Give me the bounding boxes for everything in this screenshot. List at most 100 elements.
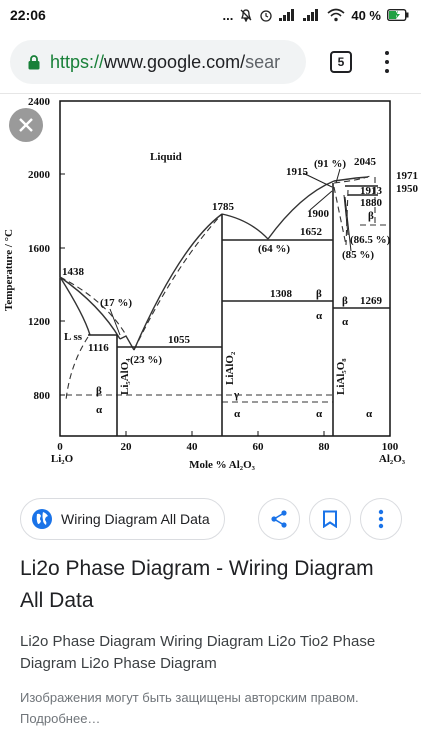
url-scheme: https:// (50, 51, 105, 72)
label-alpha4: α (342, 316, 349, 328)
bookmark-icon (323, 510, 337, 528)
x-tick-60: 60 (253, 441, 265, 453)
status-bar: 22:06 ... 40 % (0, 0, 421, 30)
url-text[interactable]: https://www.google.com/sear (50, 52, 280, 73)
dashed-right2 (345, 189, 349, 246)
tick-marks (60, 173, 325, 436)
y-tick-2400: 2400 (28, 96, 51, 108)
x-axis-title: Mole % Al₂O₃ (189, 459, 256, 471)
label-85pct: (85 %) (342, 249, 374, 261)
x-tick-20: 20 (121, 441, 133, 453)
battery-percent: 40 % (351, 7, 381, 23)
alarm-icon (260, 10, 273, 22)
label-1055: 1055 (168, 334, 191, 346)
y-tick-2000: 2000 (28, 169, 51, 181)
liquidus-right1 (221, 213, 269, 240)
label-1308: 1308 (270, 288, 293, 300)
label-1269: 1269 (360, 295, 383, 307)
tab-switcher-button[interactable]: 5 (330, 51, 352, 73)
share-button[interactable] (258, 498, 300, 540)
phase-curves (59, 176, 369, 351)
label-91pct: (91 %) (314, 158, 346, 170)
label-alpha1: α (316, 310, 323, 322)
label-86-5pct: (86.5 %) (350, 234, 391, 246)
label-1438: 1438 (62, 266, 85, 278)
y-tick-800: 800 (34, 390, 51, 402)
browser-toolbar: https://www.google.com/sear 5 (0, 30, 421, 94)
label-gamma: γ (233, 389, 239, 401)
y-tick-1600: 1600 (28, 243, 51, 255)
pointer-lines (109, 168, 352, 336)
label-2045: 2045 (354, 156, 377, 168)
lock-icon (28, 54, 40, 69)
save-bookmark-button[interactable] (309, 498, 351, 540)
x-tick-0: 0 (57, 441, 63, 453)
label-23pct: (23 %) (130, 354, 162, 366)
label-alpha3: α (96, 404, 103, 416)
signal-icon-2 (303, 9, 319, 21)
x-tick-40: 40 (187, 441, 199, 453)
phase-lines (88, 183, 390, 436)
close-preview-button[interactable] (9, 108, 43, 142)
dashed-curves (59, 175, 390, 403)
result-title[interactable]: Li2o Phase Diagram - Wiring Diagram All … (20, 557, 374, 612)
status-time: 22:06 (10, 7, 46, 23)
liquidus-right2 (267, 180, 335, 240)
url-host: www.google.com/ (104, 51, 246, 72)
x-end-left: Li₂O (51, 453, 74, 465)
signal-icon (279, 9, 295, 21)
x-tick-100: 100 (382, 441, 399, 453)
notification-dots: ... (222, 7, 234, 23)
browser-menu-button[interactable] (380, 48, 394, 76)
label-1913: 1913 (360, 185, 383, 197)
label-64pct: (64 %) (258, 243, 290, 255)
copyright-notice[interactable]: Изображения могут быть защищены авторски… (20, 690, 359, 726)
source-site-chip[interactable]: Wiring Diagram All Data (20, 498, 225, 540)
label-liquid: Liquid (150, 151, 182, 163)
image-preview[interactable]: 2400 2000 1600 1200 800 Temperature / °C… (0, 95, 421, 480)
more-options-button[interactable] (360, 498, 402, 540)
globe-icon (32, 509, 52, 529)
label-beta1: β (316, 288, 322, 300)
label-1900: 1900 (307, 208, 330, 220)
result-description: Li2o Phase Diagram Wiring Diagram Li2o T… (20, 633, 376, 672)
share-icon (271, 510, 287, 528)
liquidus-li5 (119, 335, 135, 351)
label-1785: 1785 (212, 201, 235, 213)
label-1116: 1116 (88, 342, 109, 354)
label-1971: 1971 (396, 170, 418, 182)
label-beta2: β (96, 385, 102, 397)
close-icon (19, 118, 33, 132)
label-beta3: β (368, 210, 374, 222)
x-tick-80: 80 (319, 441, 331, 453)
label-alpha5: α (316, 408, 323, 420)
more-vert-icon (378, 509, 384, 529)
solidus-left (59, 276, 91, 336)
label-alpha2: α (234, 408, 241, 420)
label-17pct: (17 %) (100, 297, 132, 309)
source-site-name: Wiring Diagram All Data (61, 511, 210, 527)
liquidus-left (59, 276, 121, 340)
label-lialo2: LiAlO₂ (224, 351, 236, 385)
url-rest: sear (245, 51, 281, 72)
label-1652: 1652 (300, 226, 323, 238)
mute-icon (240, 9, 252, 22)
plot-frame (59, 100, 391, 437)
wifi-icon (327, 8, 345, 22)
address-bar[interactable]: https://www.google.com/sear (10, 40, 306, 84)
label-1950: 1950 (396, 183, 419, 195)
label-1880: 1880 (360, 197, 383, 209)
liquidus-right3 (333, 176, 369, 182)
label-beta4: β (342, 295, 348, 307)
label-li5alo4: Li₅AlO₄ (119, 358, 131, 395)
y-axis-title: Temperature / °C (3, 229, 15, 311)
label-lss: L ss (64, 331, 83, 343)
status-icons: ... 40 % (223, 8, 409, 23)
battery-charging-icon (387, 9, 409, 21)
y-tick-1200: 1200 (28, 316, 51, 328)
label-1915: 1915 (286, 166, 309, 178)
dashed-left1 (59, 276, 127, 336)
source-row: Wiring Diagram All Data (0, 494, 421, 544)
dashed-left2 (65, 336, 89, 401)
